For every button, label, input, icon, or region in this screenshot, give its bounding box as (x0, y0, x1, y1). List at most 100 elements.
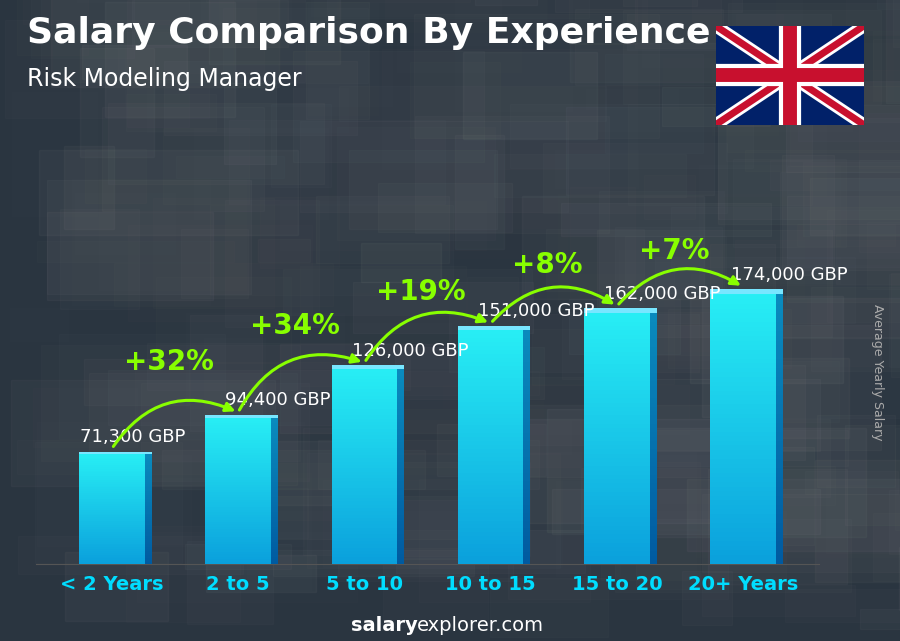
Bar (22, 0, 256, 24)
Bar (145, 504, 151, 506)
Bar (189, 26, 280, 65)
Bar (710, 441, 776, 445)
Bar (397, 409, 404, 412)
Bar (292, 322, 451, 369)
Bar (635, 462, 699, 589)
Bar (79, 519, 145, 521)
Bar (320, 123, 369, 155)
Bar (616, 428, 866, 537)
Bar (650, 415, 657, 420)
Bar (145, 467, 151, 469)
Bar (271, 463, 278, 465)
Bar (710, 541, 776, 546)
Bar (205, 472, 271, 475)
Bar (650, 543, 657, 547)
Bar (397, 399, 404, 402)
Bar (242, 61, 357, 129)
Bar (458, 433, 524, 437)
Bar (524, 528, 530, 533)
Bar (336, 404, 526, 467)
Bar (873, 31, 900, 101)
Bar (331, 512, 397, 515)
Bar (204, 338, 265, 413)
Bar (331, 432, 397, 435)
Bar (205, 487, 271, 490)
Bar (745, 151, 900, 171)
Bar (395, 347, 544, 399)
Bar (776, 491, 783, 495)
Bar (786, 81, 900, 172)
Text: explorer.com: explorer.com (417, 617, 544, 635)
Bar (79, 460, 145, 462)
Bar (710, 537, 776, 541)
Bar (650, 462, 657, 467)
Bar (650, 538, 657, 543)
Bar (11, 380, 275, 487)
Bar (710, 473, 776, 478)
Bar (650, 420, 657, 424)
Bar (205, 423, 271, 426)
Bar (524, 366, 530, 370)
Bar (829, 174, 900, 246)
Bar (776, 409, 783, 413)
Text: +8%: +8% (512, 251, 582, 279)
Bar (605, 54, 704, 153)
Bar (798, 113, 900, 141)
Bar (79, 495, 145, 497)
Bar (524, 537, 530, 540)
Text: Risk Modeling Manager: Risk Modeling Manager (27, 67, 302, 91)
Bar (271, 547, 278, 549)
Bar (650, 313, 657, 318)
Bar (776, 487, 783, 491)
Bar (205, 495, 271, 497)
Bar (271, 455, 278, 458)
Bar (710, 295, 776, 299)
Bar (205, 547, 271, 549)
Bar (205, 435, 271, 438)
Bar (16, 0, 88, 55)
Bar (145, 456, 151, 458)
Bar (710, 327, 776, 331)
Bar (584, 462, 650, 467)
Bar (397, 449, 404, 452)
Bar (650, 428, 657, 433)
Bar (525, 262, 674, 384)
Bar (205, 475, 271, 478)
Bar (377, 371, 538, 395)
Bar (331, 528, 397, 531)
Bar (513, 452, 697, 579)
Bar (79, 452, 145, 454)
Bar (458, 513, 524, 517)
Bar (458, 362, 524, 366)
Bar (727, 86, 900, 153)
Bar (79, 482, 145, 484)
Bar (710, 308, 776, 313)
Bar (331, 372, 397, 376)
Bar (207, 469, 269, 563)
Bar (458, 342, 524, 346)
Bar (710, 409, 776, 413)
Bar (331, 455, 397, 458)
Bar (584, 522, 650, 526)
Bar (79, 501, 145, 503)
Bar (650, 369, 657, 373)
Bar (145, 525, 151, 527)
Bar (584, 339, 650, 343)
Bar (148, 343, 410, 390)
Bar (776, 450, 783, 454)
Bar (458, 354, 524, 358)
Bar (663, 58, 757, 88)
Bar (205, 445, 271, 447)
Bar (458, 366, 524, 370)
Bar (584, 308, 657, 313)
Bar (650, 352, 657, 356)
Bar (271, 554, 278, 556)
Bar (584, 369, 650, 373)
Bar (776, 454, 783, 459)
Bar (782, 154, 834, 275)
Bar (331, 415, 397, 419)
Bar (225, 201, 320, 328)
Bar (584, 496, 650, 501)
Bar (710, 528, 776, 532)
Bar (776, 504, 783, 510)
